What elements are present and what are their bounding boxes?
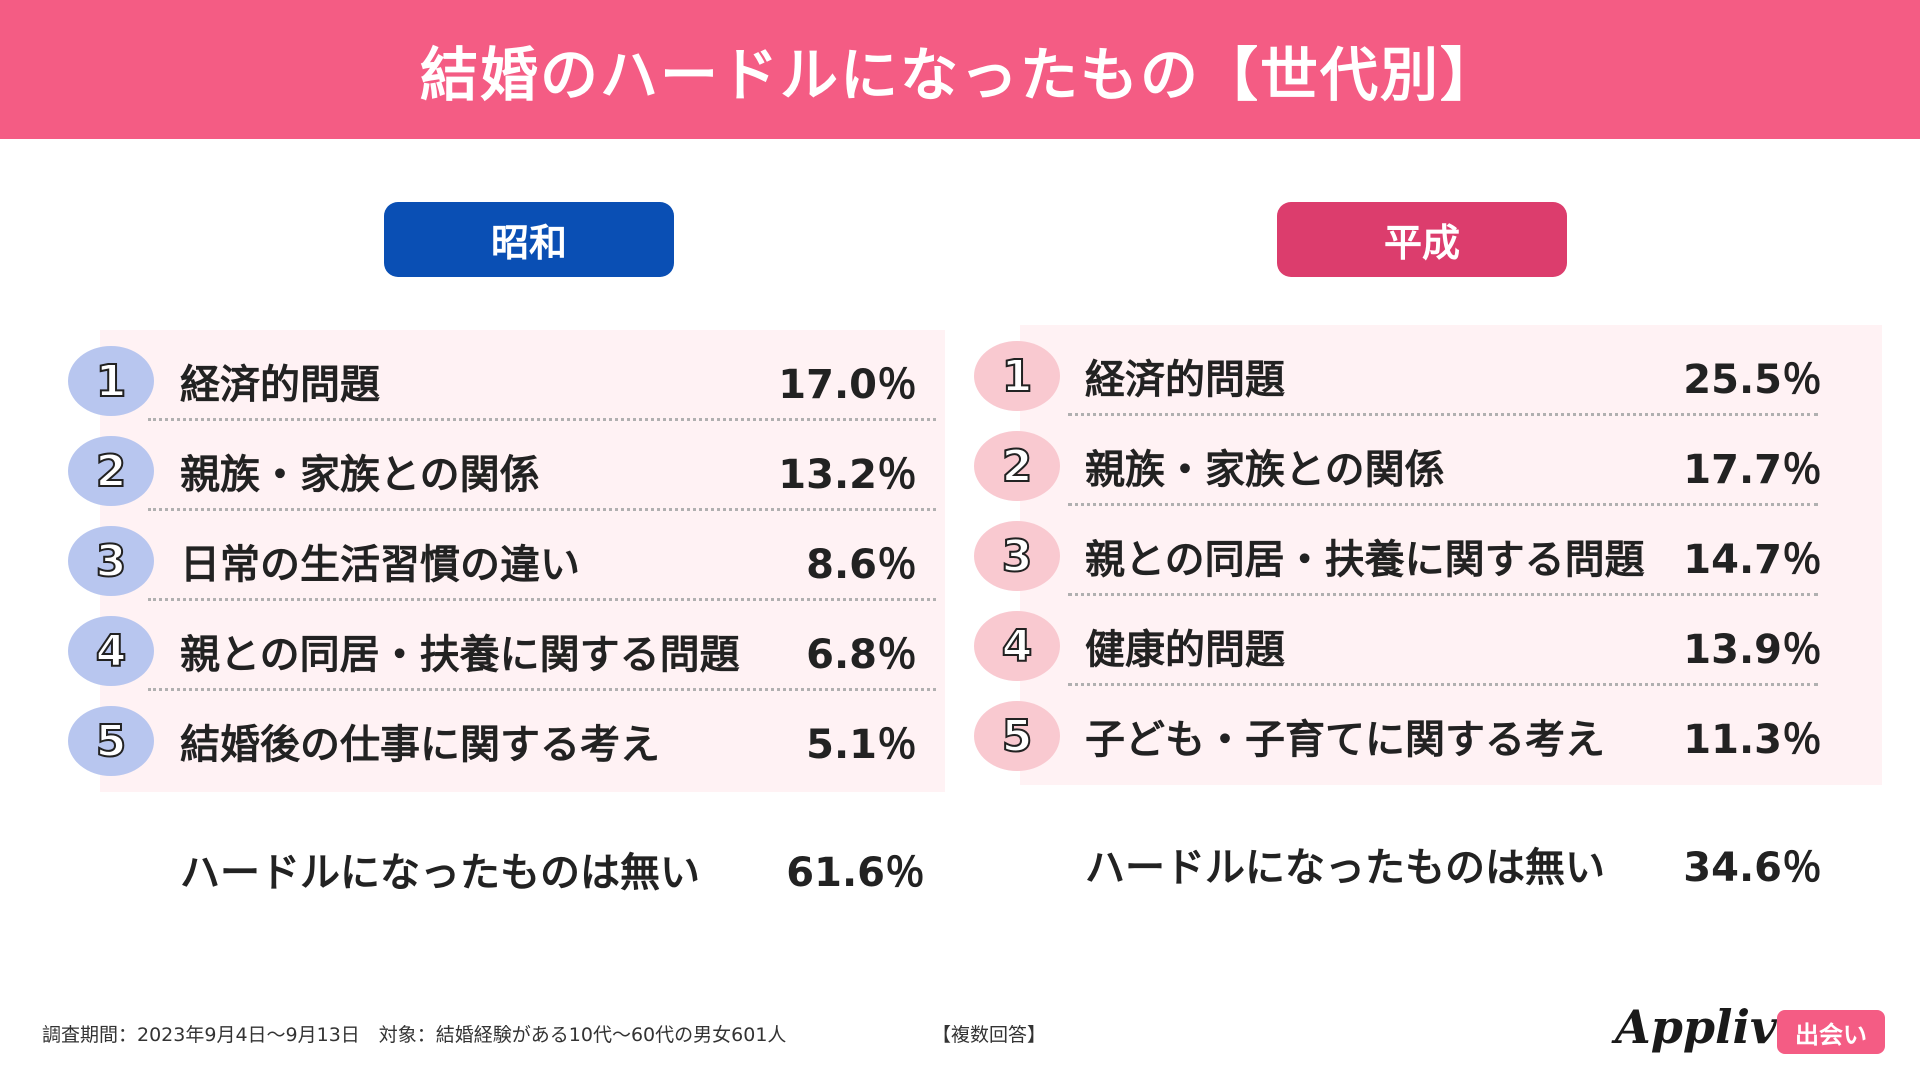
rank-number-badge: 4 xyxy=(974,611,1060,681)
no-hurdle-label: ハードルになったものは無い xyxy=(180,850,700,896)
ranking-panel-heisei: 1 経済的問題 25.5％ 2 親族・家族との関係 17.7％ 3 親との同居・扶養に関する問… xyxy=(960,325,1920,891)
survey-note: 調査期間：2023年9月4日〜9月13日 対象：結婚経験がある10代〜60代の男… xyxy=(42,1024,787,1046)
rank-number-badge: 5 xyxy=(68,706,154,776)
rank-row-2: 2 親族・家族との関係 13.2％ xyxy=(0,420,945,511)
rank-number-badge: 3 xyxy=(68,526,154,596)
rank-row-1: 1 経済的問題 25.5％ xyxy=(960,325,1882,416)
header-banner: 結婚のハードルになったもの【世代別】 xyxy=(0,0,1920,139)
rank-value: 13.9％ xyxy=(1683,627,1822,673)
rank-label: 親族・家族との関係 xyxy=(1085,447,1445,493)
dotted-divider xyxy=(148,688,936,691)
rank-number-badge: 1 xyxy=(974,341,1060,411)
dotted-divider xyxy=(1068,593,1818,596)
page-title: 結婚のハードルになったもの【世代別】 xyxy=(419,40,1500,109)
rank-row-3: 3 親との同居・扶養に関する問題 14.7％ xyxy=(960,505,1882,596)
logo-wordmark: Appliv xyxy=(1615,1000,1777,1054)
no-hurdle-row: ハードルになったものは無い 61.6％ xyxy=(0,840,945,900)
rank-value: 8.6％ xyxy=(806,542,917,588)
rank-value: 17.0％ xyxy=(778,362,917,408)
rank-number-badge: 4 xyxy=(68,616,154,686)
dotted-divider xyxy=(148,418,936,421)
rank-number-badge: 2 xyxy=(68,436,154,506)
rank-row-5: 5 子ども・子育てに関する考え 11.3％ xyxy=(960,685,1882,775)
rank-row-1: 1 経済的問題 17.0％ xyxy=(0,330,945,421)
rank-label: 親族・家族との関係 xyxy=(180,452,540,498)
rank-label: 経済的問題 xyxy=(180,362,380,408)
era-badge-showa: 昭和 xyxy=(384,202,674,277)
dotted-divider xyxy=(148,508,936,511)
rank-value: 14.7％ xyxy=(1683,537,1822,583)
rank-value: 17.7％ xyxy=(1683,447,1822,493)
answer-type-note: 【複数回答】 xyxy=(932,1024,1047,1046)
dotted-divider xyxy=(1068,503,1818,506)
ranking-background xyxy=(100,330,945,792)
rank-value: 6.8％ xyxy=(806,632,917,678)
no-hurdle-row: ハードルになったものは無い 34.6％ xyxy=(960,835,1882,895)
no-hurdle-label: ハードルになったものは無い xyxy=(1085,845,1605,891)
rank-label: 日常の生活習慣の違い xyxy=(180,542,580,588)
rank-number-badge: 2 xyxy=(974,431,1060,501)
rank-label: 結婚後の仕事に関する考え xyxy=(180,722,660,768)
rank-value: 11.3％ xyxy=(1683,717,1822,763)
rank-label: 経済的問題 xyxy=(1085,357,1285,403)
rank-row-4: 4 親との同居・扶養に関する問題 6.8％ xyxy=(0,600,945,691)
rank-number-badge: 3 xyxy=(974,521,1060,591)
ranking-panel-showa: 1 経済的問題 17.0％ 2 親族・家族との関係 13.2％ 3 日常の生活習慣の違い 8.6… xyxy=(0,330,960,896)
rank-label: 健康的問題 xyxy=(1085,627,1285,673)
rank-row-2: 2 親族・家族との関係 17.7％ xyxy=(960,415,1882,506)
rank-number-badge: 1 xyxy=(68,346,154,416)
rank-number-badge: 5 xyxy=(974,701,1060,771)
rank-label: 親との同居・扶養に関する問題 xyxy=(1085,537,1645,583)
logo-badge: 出会い xyxy=(1777,1010,1885,1054)
rank-row-5: 5 結婚後の仕事に関する考え 5.1％ xyxy=(0,690,945,780)
rank-label: 親との同居・扶養に関する問題 xyxy=(180,632,740,678)
era-badge-heisei: 平成 xyxy=(1277,202,1567,277)
dotted-divider xyxy=(1068,413,1818,416)
dotted-divider xyxy=(148,598,936,601)
rank-value: 5.1％ xyxy=(806,722,917,768)
no-hurdle-value: 34.6％ xyxy=(1683,845,1822,891)
rank-label: 子ども・子育てに関する考え xyxy=(1085,717,1605,763)
rank-row-3: 3 日常の生活習慣の違い 8.6％ xyxy=(0,510,945,601)
rank-value: 13.2％ xyxy=(778,452,917,498)
rank-value: 25.5％ xyxy=(1683,357,1822,403)
ranking-background xyxy=(1020,325,1882,785)
dotted-divider xyxy=(1068,683,1818,686)
no-hurdle-value: 61.6％ xyxy=(786,850,925,896)
rank-row-4: 4 健康的問題 13.9％ xyxy=(960,595,1882,686)
appliv-logo: Appliv 出会い xyxy=(1615,1000,1885,1060)
